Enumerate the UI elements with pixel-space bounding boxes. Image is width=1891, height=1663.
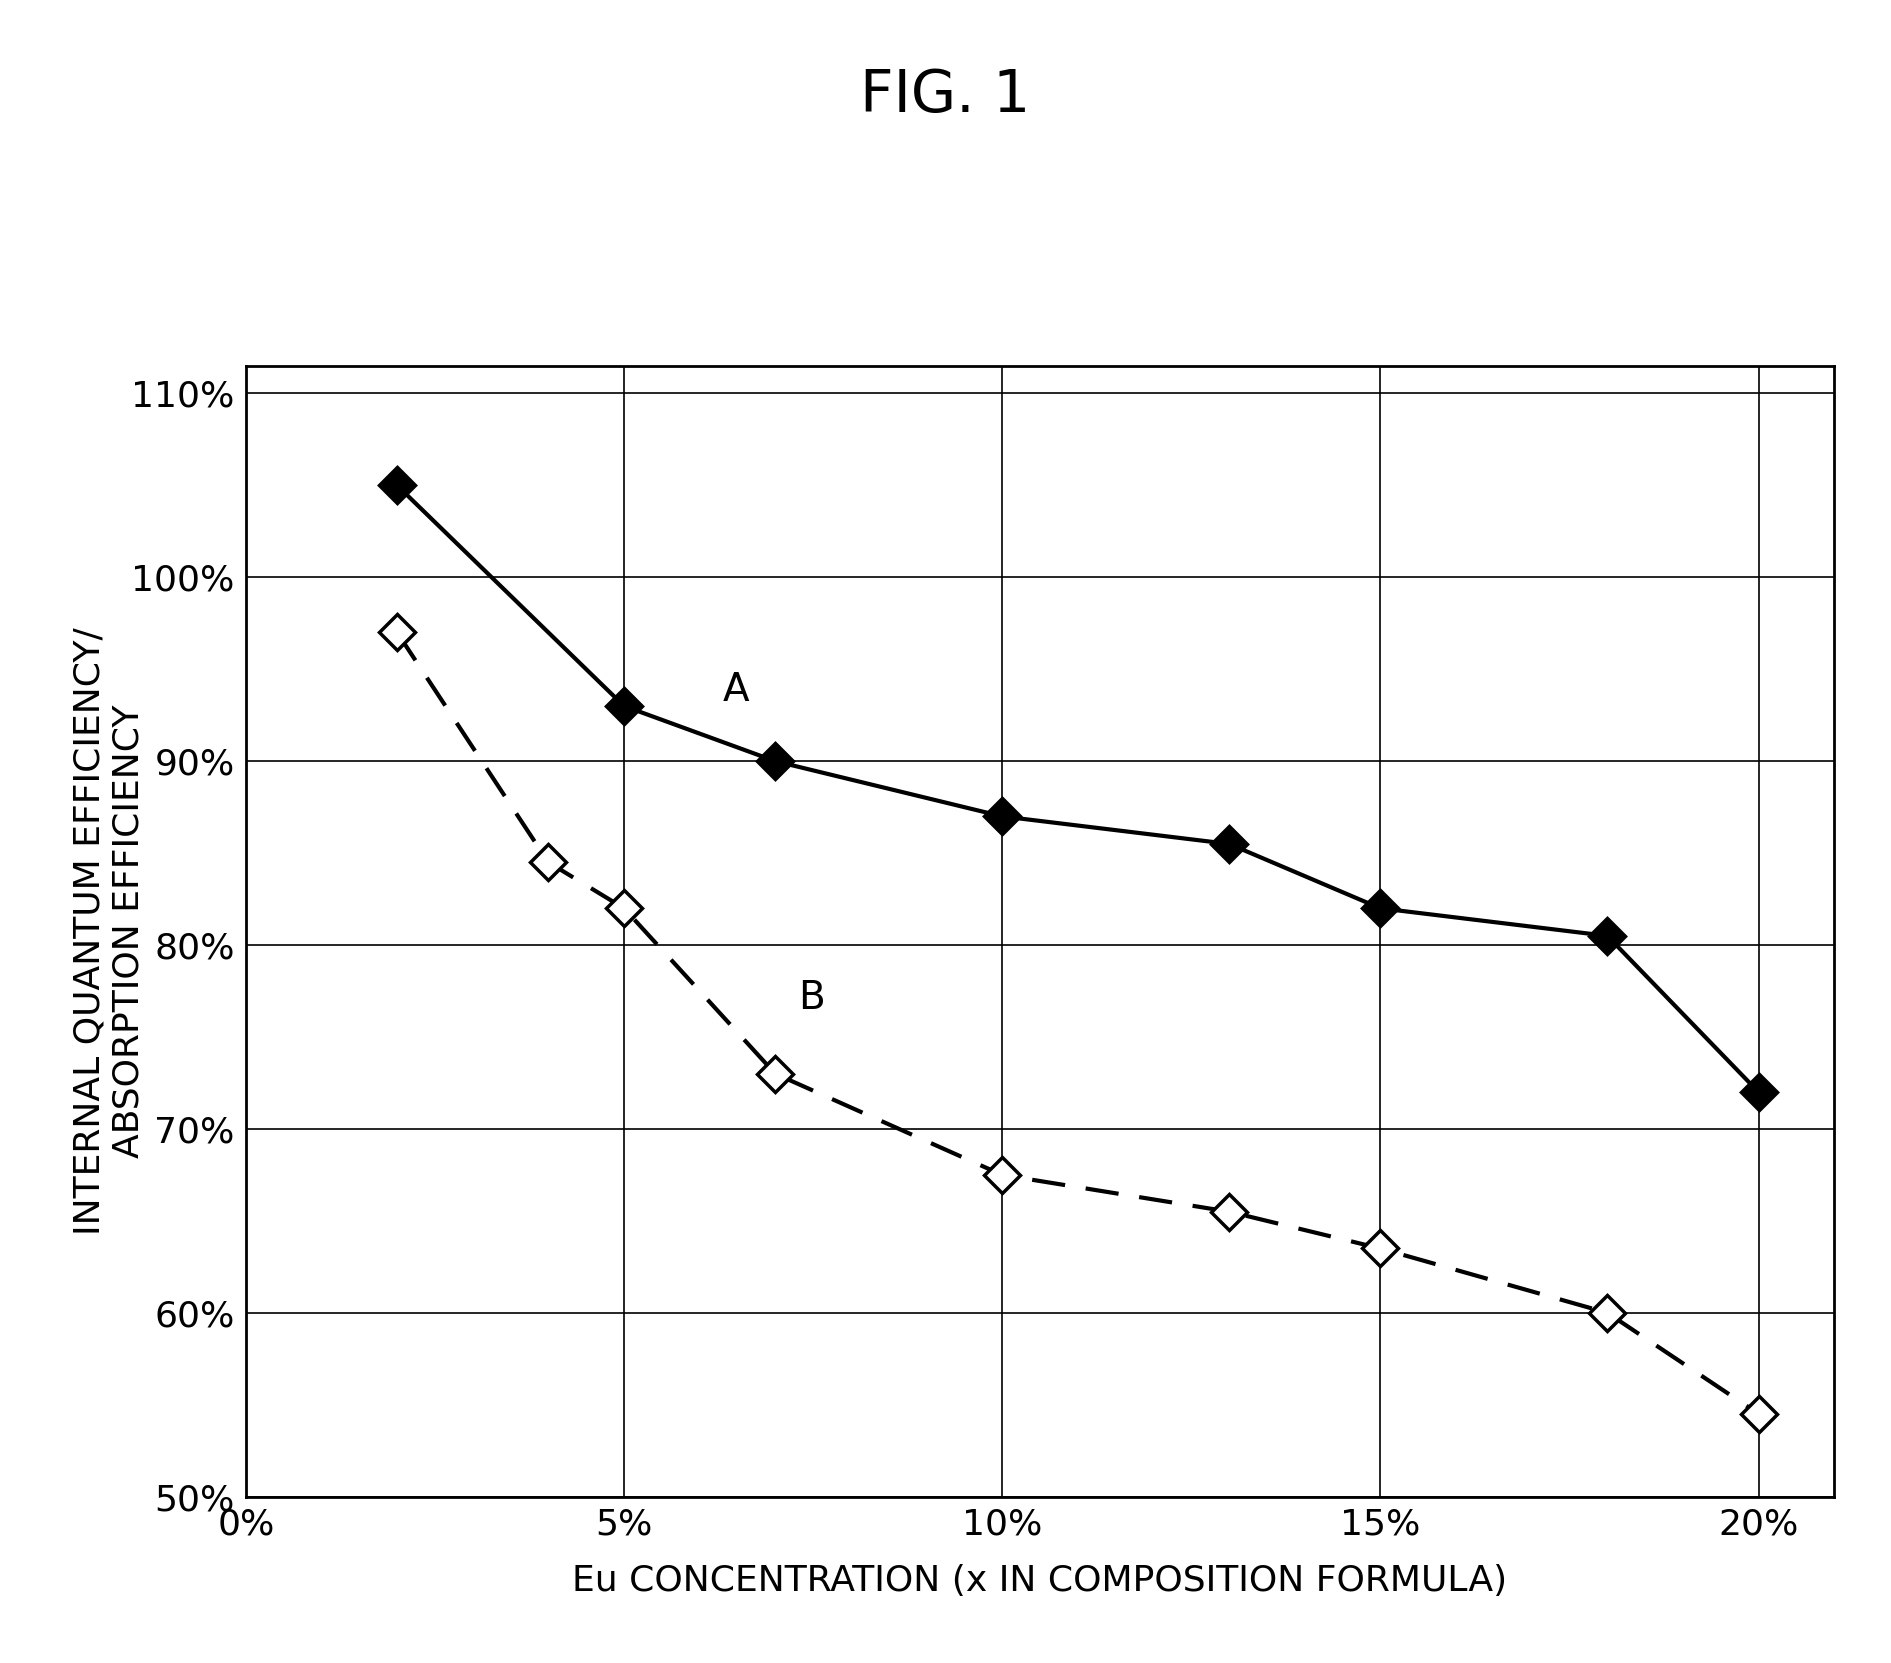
X-axis label: Eu CONCENTRATION (x IN COMPOSITION FORMULA): Eu CONCENTRATION (x IN COMPOSITION FORMU… xyxy=(573,1563,1507,1598)
Text: B: B xyxy=(798,980,824,1018)
Text: A: A xyxy=(722,670,749,708)
Y-axis label: INTERNAL QUANTUM EFFICIENCY/
ABSORPTION EFFICIENCY: INTERNAL QUANTUM EFFICIENCY/ ABSORPTION … xyxy=(72,627,146,1236)
Text: FIG. 1: FIG. 1 xyxy=(860,67,1031,123)
